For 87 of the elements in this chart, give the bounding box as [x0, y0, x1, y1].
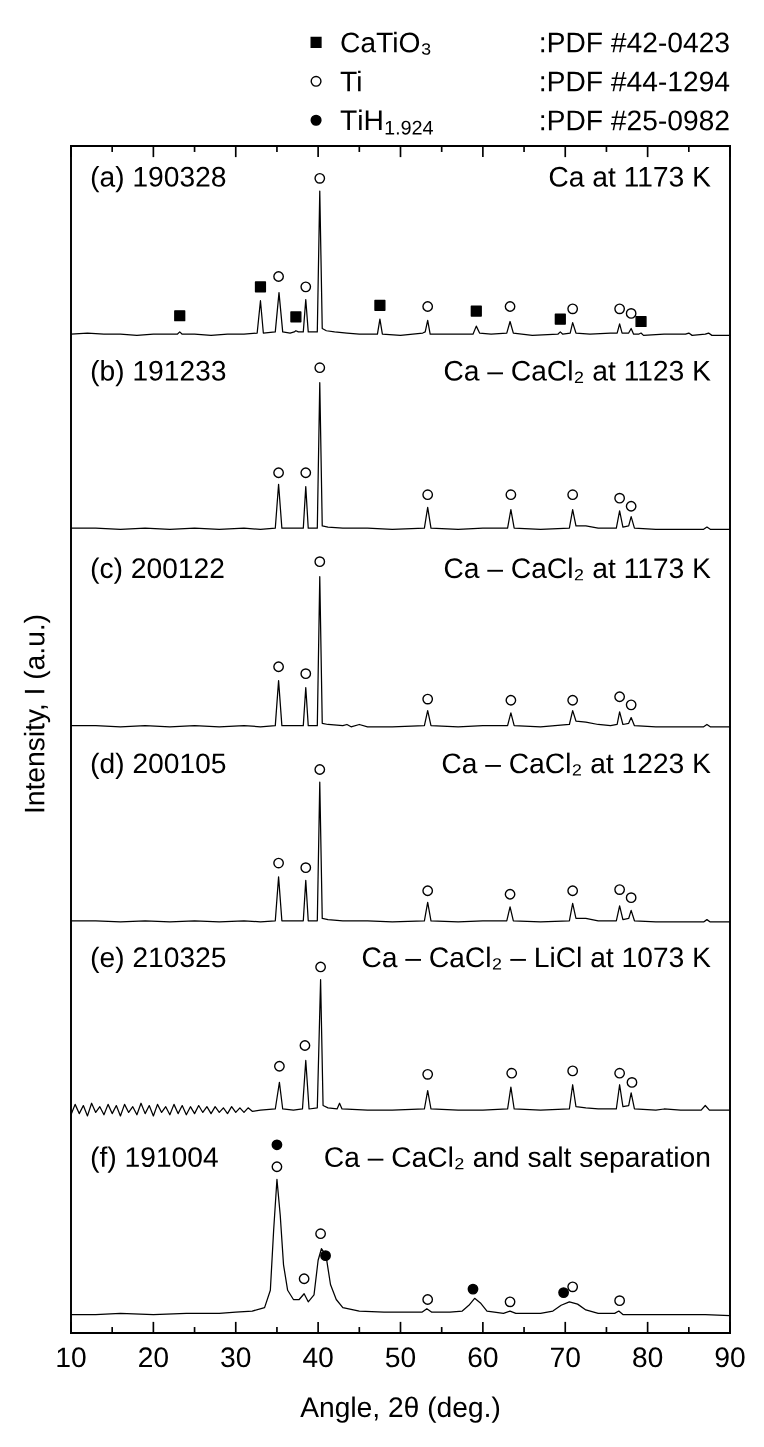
- point: [567, 1065, 579, 1077]
- point: [271, 1161, 283, 1173]
- point: [554, 313, 566, 325]
- point: [320, 1250, 331, 1262]
- annotation: (c) 200122: [91, 557, 224, 584]
- point: [422, 1294, 434, 1305]
- point: [625, 699, 637, 711]
- point: [271, 1139, 283, 1151]
- point: [422, 489, 434, 501]
- point: [614, 884, 626, 896]
- point: [626, 1077, 638, 1088]
- point: [374, 299, 386, 311]
- legend-label: CaTiO₃: [341, 31, 431, 55]
- point: [625, 308, 637, 319]
- text: :PDF #25-0982: [541, 110, 729, 131]
- point: [504, 1296, 516, 1308]
- text: :PDF #44-1294: [541, 71, 730, 92]
- annotation: (d) 200105: [91, 752, 226, 779]
- x-tick-label: 70: [551, 1347, 580, 1368]
- point: [422, 693, 434, 705]
- point: [504, 888, 516, 900]
- point: [504, 301, 516, 312]
- point: [314, 362, 326, 374]
- point: [567, 1281, 579, 1293]
- point: [567, 489, 579, 501]
- point: [315, 1228, 327, 1240]
- point: [290, 311, 302, 323]
- x-tick-label: 50: [385, 1347, 416, 1368]
- point: [614, 492, 626, 504]
- y-axis-title: Intensity, I (a.u.): [23, 615, 51, 812]
- annotation: (b) 191233: [91, 360, 226, 387]
- point: [567, 885, 579, 897]
- point: [273, 271, 284, 282]
- point: [506, 1067, 518, 1079]
- point: [314, 172, 326, 184]
- point: [467, 1283, 479, 1295]
- x-tick-label: 90: [715, 1347, 745, 1368]
- point: [273, 467, 284, 479]
- point: [567, 303, 579, 315]
- annotation: Ca – CaCl₂ at 1123 K: [444, 360, 711, 383]
- annotation: Ca – CaCl₂ at 1173 K: [444, 557, 711, 581]
- x-tick-label: 30: [221, 1347, 251, 1368]
- annotation: (a) 190328: [91, 166, 226, 193]
- point: [315, 961, 327, 973]
- x-axis-title: Angle, 2θ (deg.): [300, 1396, 500, 1423]
- x-tick-label: 20: [139, 1347, 168, 1368]
- point: [300, 668, 312, 680]
- x-tick-label: 40: [303, 1347, 333, 1368]
- point: [254, 281, 267, 293]
- x-tick-label: 10: [57, 1347, 86, 1368]
- x-tick-label: 80: [633, 1347, 663, 1368]
- point: [625, 892, 637, 904]
- point: [470, 305, 482, 317]
- annotation: Ca – CaCl₂ and salt separation: [325, 1146, 710, 1173]
- point: [422, 301, 434, 312]
- point: [614, 1067, 626, 1079]
- point: [300, 467, 312, 479]
- point: [614, 1295, 626, 1307]
- point: [300, 862, 312, 874]
- annotation: Ca – CaCl₂ – LiCl at 1073 K: [362, 946, 711, 970]
- point: [422, 1068, 434, 1080]
- annotation: (f) 191004: [91, 1146, 218, 1173]
- point: [273, 661, 284, 673]
- point: [273, 857, 284, 869]
- point: [422, 885, 434, 897]
- annotation: (e) 210325: [91, 946, 226, 973]
- annotation: Ca at 1173 K: [549, 166, 711, 187]
- point: [299, 1040, 311, 1051]
- point: [300, 281, 312, 293]
- point: [505, 694, 517, 706]
- point: [558, 1287, 570, 1298]
- legend-label: TiH$_{1.924}$: [340, 109, 433, 135]
- point: [614, 303, 626, 315]
- point: [614, 691, 626, 703]
- point: [298, 1273, 310, 1285]
- text: :PDF #42-0423: [541, 32, 729, 53]
- point: [274, 1060, 285, 1072]
- legend-label: Ti: [340, 70, 361, 92]
- point: [505, 489, 517, 501]
- point: [314, 556, 326, 568]
- point: [174, 310, 186, 322]
- point: [625, 500, 637, 512]
- point: [314, 764, 326, 775]
- annotation: Ca – CaCl₂ at 1223 K: [442, 752, 711, 776]
- point: [635, 315, 647, 328]
- point: [567, 694, 579, 706]
- x-tick-label: 60: [468, 1347, 498, 1368]
